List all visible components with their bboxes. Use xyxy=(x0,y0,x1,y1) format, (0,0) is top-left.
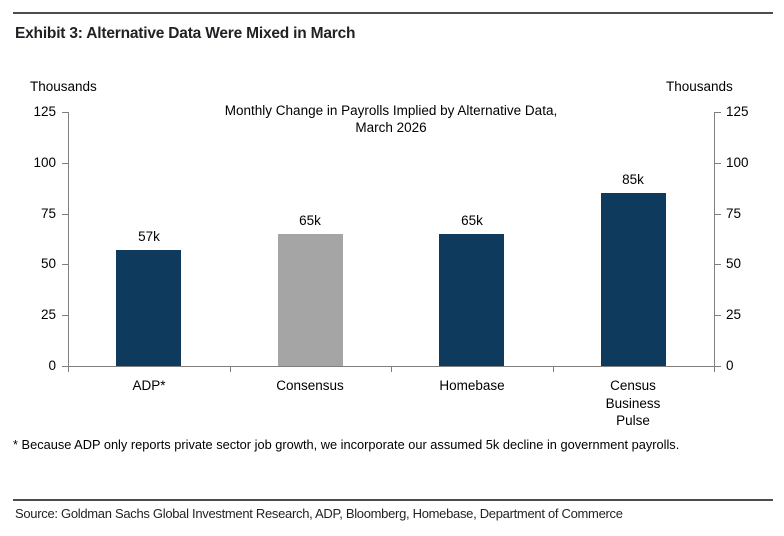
chart-title: Monthly Change in Payrolls Implied by Al… xyxy=(68,102,714,136)
x-axis-tick xyxy=(230,367,231,372)
x-axis-baseline xyxy=(68,366,715,367)
x-axis-tick xyxy=(714,367,715,372)
category-label-line: Pulse xyxy=(616,413,650,428)
category-label-census-business-pulse: Census Business Pulse xyxy=(558,377,708,430)
left-y-tick-label: 25 xyxy=(40,307,56,322)
x-axis-tick xyxy=(68,367,69,372)
right-y-tick xyxy=(715,315,721,316)
right-y-tick-label: 125 xyxy=(726,104,749,119)
bar-consensus xyxy=(278,234,343,366)
bar-value-label-adp: 57k xyxy=(138,229,160,244)
left-y-tick-label: 125 xyxy=(33,104,56,119)
category-label-line: Consensus xyxy=(276,378,344,393)
left-y-tick-label: 75 xyxy=(40,206,56,221)
right-y-tick-label: 25 xyxy=(726,307,742,322)
left-y-tick xyxy=(62,264,68,265)
category-label-consensus: Consensus xyxy=(235,377,385,395)
left-y-tick xyxy=(62,366,68,367)
bar-value-label-homebase: 65k xyxy=(461,213,483,228)
chart-title-line-1: Monthly Change in Payrolls Implied by Al… xyxy=(224,103,558,118)
left-y-tick xyxy=(62,214,68,215)
right-axis-unit-label: Thousands xyxy=(666,79,733,94)
left-y-tick xyxy=(62,163,68,164)
bar-value-label-census-business-pulse: 85k xyxy=(622,172,644,187)
x-axis-tick xyxy=(553,367,554,372)
left-axis-unit-label: Thousands xyxy=(30,79,97,94)
right-y-axis-line xyxy=(714,112,715,366)
bar-census-business-pulse xyxy=(601,193,666,366)
source-line: Source: Goldman Sachs Global Investment … xyxy=(15,506,623,521)
right-y-tick-label: 75 xyxy=(726,206,742,221)
left-y-tick-label: 50 xyxy=(40,256,56,271)
exhibit-title: Exhibit 3: Alternative Data Were Mixed i… xyxy=(15,25,356,42)
right-y-tick xyxy=(715,112,721,113)
bar-adp xyxy=(116,250,181,366)
right-y-tick-label: 0 xyxy=(726,358,734,373)
chart-title-line-2: March 2026 xyxy=(355,120,427,135)
right-y-tick xyxy=(715,366,721,367)
category-label-adp: ADP* xyxy=(74,377,224,395)
right-y-tick-label: 100 xyxy=(726,155,749,170)
category-label-line: Census xyxy=(610,378,656,393)
left-y-tick xyxy=(62,315,68,316)
chart-footnote: * Because ADP only reports private secto… xyxy=(13,437,680,452)
right-y-tick xyxy=(715,214,721,215)
category-label-line: Homebase xyxy=(439,378,505,393)
right-y-tick xyxy=(715,163,721,164)
x-axis-tick xyxy=(391,367,392,372)
left-y-tick-label: 0 xyxy=(48,358,56,373)
category-label-line: Business xyxy=(605,395,661,411)
right-y-tick xyxy=(715,264,721,265)
left-y-tick xyxy=(62,112,68,113)
bar-value-label-consensus: 65k xyxy=(299,213,321,228)
bottom-divider xyxy=(13,499,773,501)
bar-homebase xyxy=(439,234,504,366)
category-label-line: ADP* xyxy=(132,378,166,393)
left-y-axis-line xyxy=(68,112,69,366)
top-divider xyxy=(13,12,773,14)
left-y-tick-label: 100 xyxy=(33,155,56,170)
category-label-homebase: Homebase xyxy=(397,377,547,395)
right-y-tick-label: 50 xyxy=(726,256,742,271)
